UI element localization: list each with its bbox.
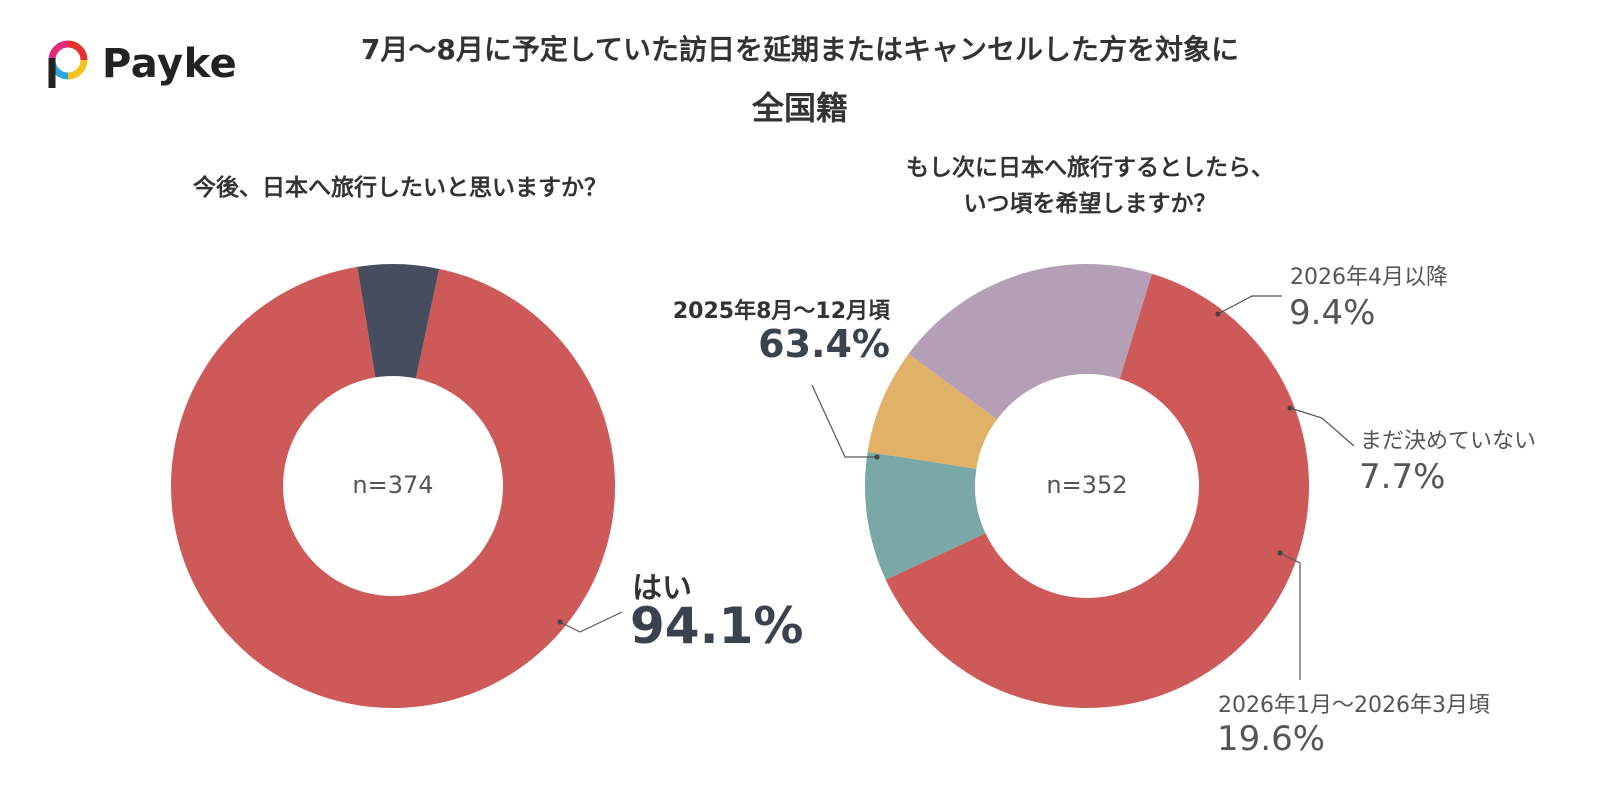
chart2-slice-3-label: 2026年1月〜2026年3月頃 [1218, 693, 1490, 718]
chart2-slice-2-leader-dot [1287, 405, 1293, 411]
chart2-title-line2: いつ頃を希望しますか？ [963, 191, 1217, 217]
chart1-slice-0-leader-dot [557, 619, 563, 625]
chart1-slice-1 [357, 264, 440, 379]
chart1-slice-0 [171, 266, 616, 708]
payke-logo: Payke [48, 38, 258, 98]
chart2-slice-0-leader [811, 384, 877, 458]
main-title: 7月〜8月に予定していた訪日を延期またはキャンセルした方を対象に [360, 33, 1240, 66]
chart2-slice-2-label: まだ決めていない [1360, 429, 1536, 454]
chart2-slice-0-leader-dot [874, 454, 880, 460]
chart2-slice-1 [865, 451, 986, 580]
sub-title: 全国籍 [751, 89, 848, 127]
chart2-slice-0-value: 63.4% [758, 322, 890, 366]
chart2-slice-2-leader [1289, 407, 1355, 447]
chart2-slice-0 [885, 273, 1310, 709]
chart2-slice-3-value: 19.6% [1217, 719, 1325, 759]
chart2-slice-0-label: 2025年8月〜12月頃 [673, 298, 891, 324]
chart2-slice-3-leader-dot [1277, 550, 1283, 556]
chart1-donut [171, 264, 616, 708]
chart1-center-label: n=374 [352, 471, 433, 499]
chart2-slice-2 [867, 353, 997, 469]
chart2-slice-2-value: 7.7% [1359, 457, 1445, 497]
chart2-center-label: n=352 [1046, 471, 1127, 499]
chart2-slice-1-leader-dot [1215, 311, 1221, 317]
chart2-slice-3-leader [1279, 552, 1301, 680]
chart1-slice-0-leader [559, 611, 623, 633]
logo-text: Payke [102, 41, 238, 87]
chart1-slice-0-label: はい [632, 571, 692, 606]
payke-logo-icon [48, 40, 88, 88]
chart2-donut [865, 264, 1310, 709]
chart2-title-line1: もし次に日本へ旅行するとしたら、 [906, 155, 1274, 181]
chart2-slice-3 [908, 264, 1152, 420]
chart2-slice-1-value: 9.4% [1289, 293, 1375, 333]
chart2-slice-1-leader [1217, 295, 1282, 315]
chart2-slice-1-label: 2026年4月以降 [1290, 265, 1448, 290]
chart1-slice-0-value: 94.1% [630, 597, 803, 655]
chart2-title: もし次に日本へ旅行するとしたら、 いつ頃を希望しますか？ [830, 150, 1350, 222]
chart1-title: 今後、日本へ旅行したいと思いますか？ [193, 175, 607, 201]
